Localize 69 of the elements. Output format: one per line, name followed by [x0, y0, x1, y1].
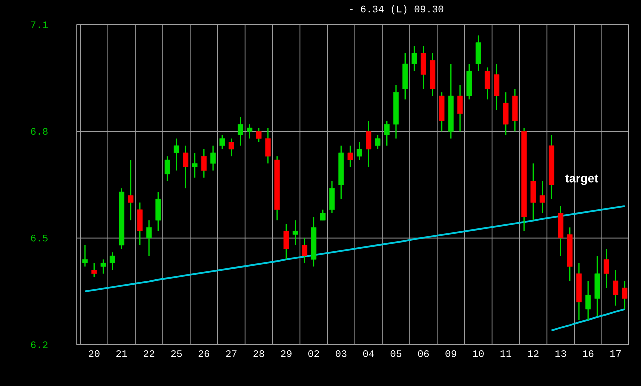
candlestick	[210, 145, 216, 172]
x-tick-label: 16	[583, 350, 594, 358]
candlestick	[183, 145, 189, 190]
y-tick-label: 6.2	[31, 342, 48, 348]
candlestick	[228, 138, 234, 158]
y-tick-label: 6.8	[31, 128, 48, 136]
candlestick	[586, 280, 592, 321]
candlestick	[604, 248, 610, 289]
candlestick	[458, 84, 463, 132]
x-tick-label: 27	[226, 350, 237, 358]
candlestick	[128, 160, 134, 222]
x-tick-label: 02	[308, 350, 320, 358]
candlestick	[92, 262, 98, 278]
candlestick	[110, 252, 116, 271]
y-tick-label: 7.1	[31, 22, 48, 28]
candlestick	[530, 163, 536, 222]
candlestick	[420, 46, 426, 90]
y-tick-label: 6.5	[31, 234, 48, 242]
candlestick	[613, 270, 619, 306]
candlestick	[412, 46, 418, 72]
candlestick	[284, 224, 290, 260]
x-tick-label: 22	[144, 350, 155, 358]
candlestick	[494, 64, 500, 111]
candlestick	[156, 192, 162, 232]
candlestick	[375, 134, 381, 150]
candlestick	[220, 134, 226, 150]
candlestick	[503, 92, 509, 136]
x-tick-label: 11	[500, 350, 512, 358]
candlestick	[330, 180, 335, 214]
candlestick	[238, 116, 244, 146]
x-tick-label: 26	[198, 350, 210, 358]
candlestick	[164, 156, 170, 182]
x-tick-label: 05	[390, 350, 402, 358]
candlestick	[366, 120, 372, 168]
candlestick	[201, 148, 207, 178]
candlestick	[100, 259, 106, 274]
x-tick-label: 21	[116, 350, 128, 358]
candlestick	[247, 124, 253, 140]
chart-subtitle: - 6.34 (L) 09.30	[350, 5, 444, 15]
x-tick-label: 25	[171, 350, 182, 358]
x-tick-label: 09	[446, 350, 456, 358]
candlestick	[146, 220, 152, 257]
candlestick	[485, 67, 490, 100]
candlestick	[265, 128, 271, 164]
candlestick	[384, 120, 390, 146]
x-tick-label: 03	[336, 350, 347, 358]
candlestick	[320, 209, 326, 222]
x-tick-label: 06	[418, 350, 430, 358]
candlestick	[256, 128, 262, 143]
candlestick	[174, 138, 180, 172]
candlestick	[622, 280, 628, 310]
x-tick-label: 10	[473, 350, 484, 358]
candlestick	[192, 152, 198, 178]
line-series	[550, 308, 626, 332]
x-tick-label: 29	[281, 350, 292, 358]
candlestick	[540, 180, 546, 214]
candlestick	[82, 244, 88, 268]
candlestick	[356, 142, 362, 161]
candlestick	[476, 35, 482, 72]
x-tick-label: 17	[610, 350, 621, 358]
x-tick-label: 13	[556, 350, 566, 358]
candlestick	[302, 238, 308, 264]
candlestick	[137, 202, 143, 246]
x-tick-label: 20	[89, 350, 100, 358]
x-tick-label: 12	[528, 350, 539, 358]
x-tick-label: 04	[363, 350, 374, 358]
x-tick-label: 28	[254, 350, 264, 358]
candlestick	[292, 220, 298, 246]
candlestick	[348, 145, 354, 168]
